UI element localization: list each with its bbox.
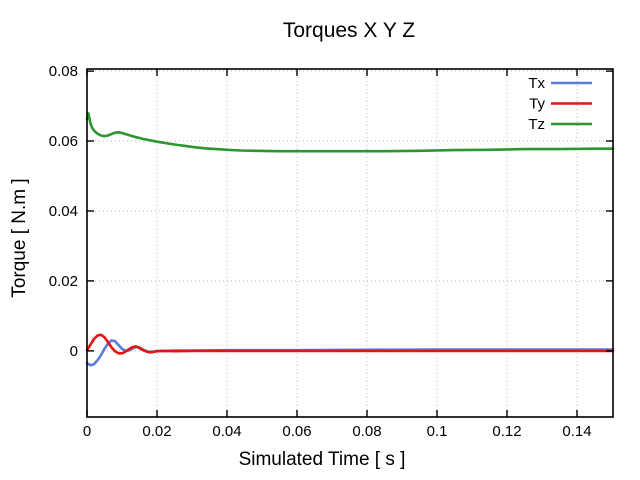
y-axis-label: Torque [ N.m ] bbox=[9, 178, 30, 297]
x-tick-label: 0.04 bbox=[212, 423, 241, 440]
plot-border bbox=[86, 68, 614, 418]
x-axis-label: Simulated Time [ s ] bbox=[239, 449, 406, 470]
series-line-tx bbox=[85, 339, 615, 367]
y-tick-label: 0.06 bbox=[49, 133, 78, 150]
legend: Tx Ty Tz bbox=[528, 75, 592, 133]
y-tick-label: 0 bbox=[70, 343, 78, 360]
series-layer bbox=[85, 112, 615, 367]
legend-label-ty: Ty bbox=[529, 96, 545, 113]
legend-label-tz: Tz bbox=[528, 116, 545, 133]
x-tick-label: 0.14 bbox=[562, 423, 591, 440]
y-tick-label: 0.08 bbox=[49, 63, 78, 80]
x-tick-label: 0.06 bbox=[282, 423, 311, 440]
x-tick-label: 0 bbox=[83, 423, 91, 440]
y-tick-label: 0.04 bbox=[49, 203, 78, 220]
tick-label-layer: 0 0.02 0.04 0.06 0.08 0.1 0.12 0.14 0 0.02 0.04 0.0… bbox=[49, 63, 592, 440]
y-tick-label: 0.02 bbox=[49, 273, 78, 290]
chart-title: Torques X Y Z bbox=[283, 19, 415, 42]
tick-layer bbox=[86, 69, 613, 417]
legend-label-tx: Tx bbox=[528, 75, 545, 92]
series-line-tz bbox=[85, 112, 615, 153]
x-tick-label: 0.08 bbox=[352, 423, 381, 440]
series-line-ty bbox=[85, 333, 615, 355]
x-tick-label: 0.12 bbox=[492, 423, 521, 440]
x-tick-label: 0.02 bbox=[142, 423, 171, 440]
x-tick-label: 0.1 bbox=[427, 423, 448, 440]
